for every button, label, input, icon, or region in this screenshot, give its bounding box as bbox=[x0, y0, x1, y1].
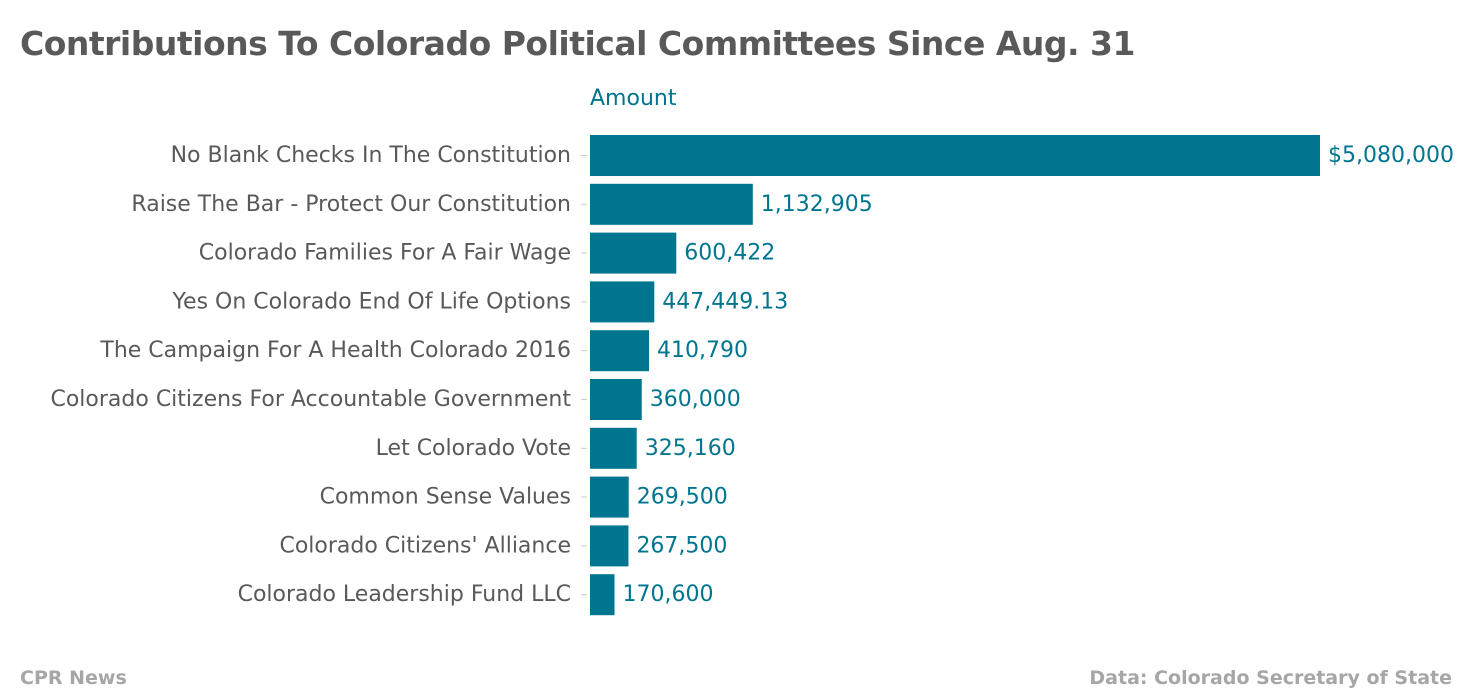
category-label: Common Sense Values bbox=[320, 485, 571, 510]
bar bbox=[590, 281, 655, 323]
category-label: Yes On Colorado End Of Life Options bbox=[172, 289, 571, 314]
footer-credit: Data: Colorado Secretary of State bbox=[1089, 667, 1452, 689]
value-label: 325,160 bbox=[645, 436, 736, 461]
category-label: Colorado Leadership Fund LLC bbox=[238, 582, 571, 607]
bar bbox=[590, 232, 677, 274]
category-label: Colorado Citizens For Accountable Govern… bbox=[50, 387, 571, 412]
value-label: 410,790 bbox=[657, 338, 748, 363]
series-label: Amount bbox=[590, 86, 677, 111]
value-label: 267,500 bbox=[636, 533, 727, 558]
bar-chart: Amount No Blank Checks In The Constituti… bbox=[50, 86, 1454, 616]
bar bbox=[590, 476, 629, 518]
bar-group bbox=[590, 135, 1320, 616]
bar bbox=[590, 379, 642, 420]
chart-title: Contributions To Colorado Political Comm… bbox=[20, 24, 1135, 63]
category-labels: No Blank Checks In The Constitution Raise… bbox=[50, 143, 571, 607]
bar bbox=[590, 330, 650, 372]
category-label: Let Colorado Vote bbox=[376, 436, 571, 461]
value-label: 600,422 bbox=[684, 241, 775, 266]
bar bbox=[590, 135, 1320, 176]
bar bbox=[590, 574, 615, 616]
category-label: The Campaign For A Health Colorado 2016 bbox=[99, 338, 571, 363]
category-label: Raise The Bar - Protect Our Constitution bbox=[131, 192, 571, 217]
value-labels: $5,080,000 1,132,905 600,422 447,449.13 410,… bbox=[623, 143, 1454, 607]
bar bbox=[590, 525, 629, 567]
value-label: 170,600 bbox=[623, 582, 714, 607]
value-label: 269,500 bbox=[637, 485, 728, 510]
category-ticks bbox=[581, 155, 587, 596]
value-label: $5,080,000 bbox=[1328, 143, 1454, 168]
footer-source: CPR News bbox=[20, 667, 127, 689]
value-label: 447,449.13 bbox=[662, 289, 788, 314]
category-label: Colorado Citizens' Alliance bbox=[279, 533, 571, 558]
value-label: 360,000 bbox=[650, 387, 741, 412]
bar bbox=[590, 427, 637, 469]
category-label: Colorado Families For A Fair Wage bbox=[199, 241, 571, 266]
bar bbox=[590, 183, 753, 225]
value-label: 1,132,905 bbox=[761, 192, 873, 217]
category-label: No Blank Checks In The Constitution bbox=[171, 143, 571, 168]
